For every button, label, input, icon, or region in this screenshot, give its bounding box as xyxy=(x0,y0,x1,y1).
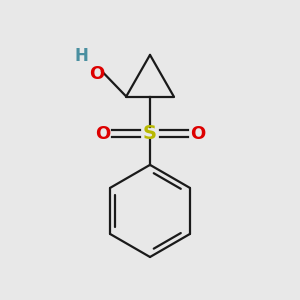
Text: O: O xyxy=(190,125,205,143)
Text: O: O xyxy=(95,125,110,143)
Text: S: S xyxy=(143,124,157,143)
Text: O: O xyxy=(89,65,104,83)
Text: H: H xyxy=(75,47,88,65)
